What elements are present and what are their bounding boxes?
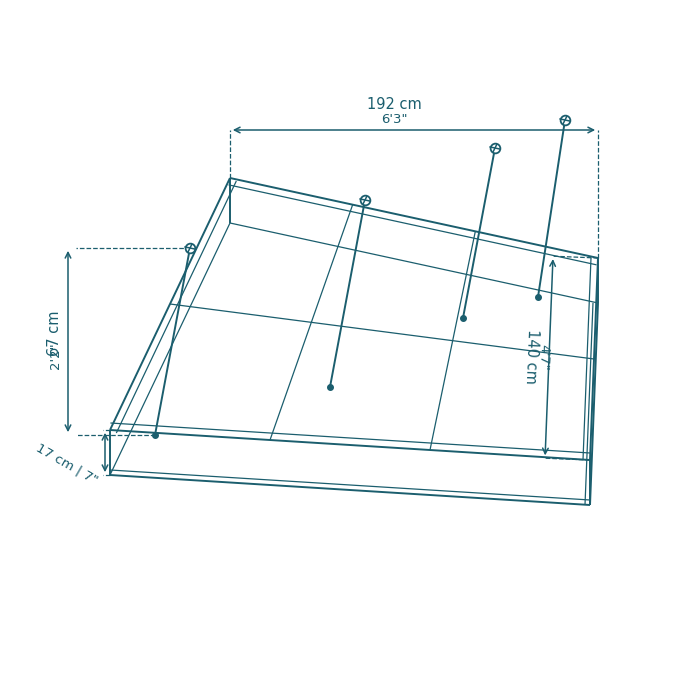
Text: 2'2": 2'2" xyxy=(49,342,62,369)
Text: 4'7": 4'7" xyxy=(536,344,550,370)
Text: 17 cm | 7": 17 cm | 7" xyxy=(34,442,100,487)
Text: 6'3": 6'3" xyxy=(381,113,407,126)
Text: 192 cm: 192 cm xyxy=(367,97,421,112)
Text: 140 cm: 140 cm xyxy=(522,329,540,384)
Text: 67 cm: 67 cm xyxy=(47,311,62,356)
